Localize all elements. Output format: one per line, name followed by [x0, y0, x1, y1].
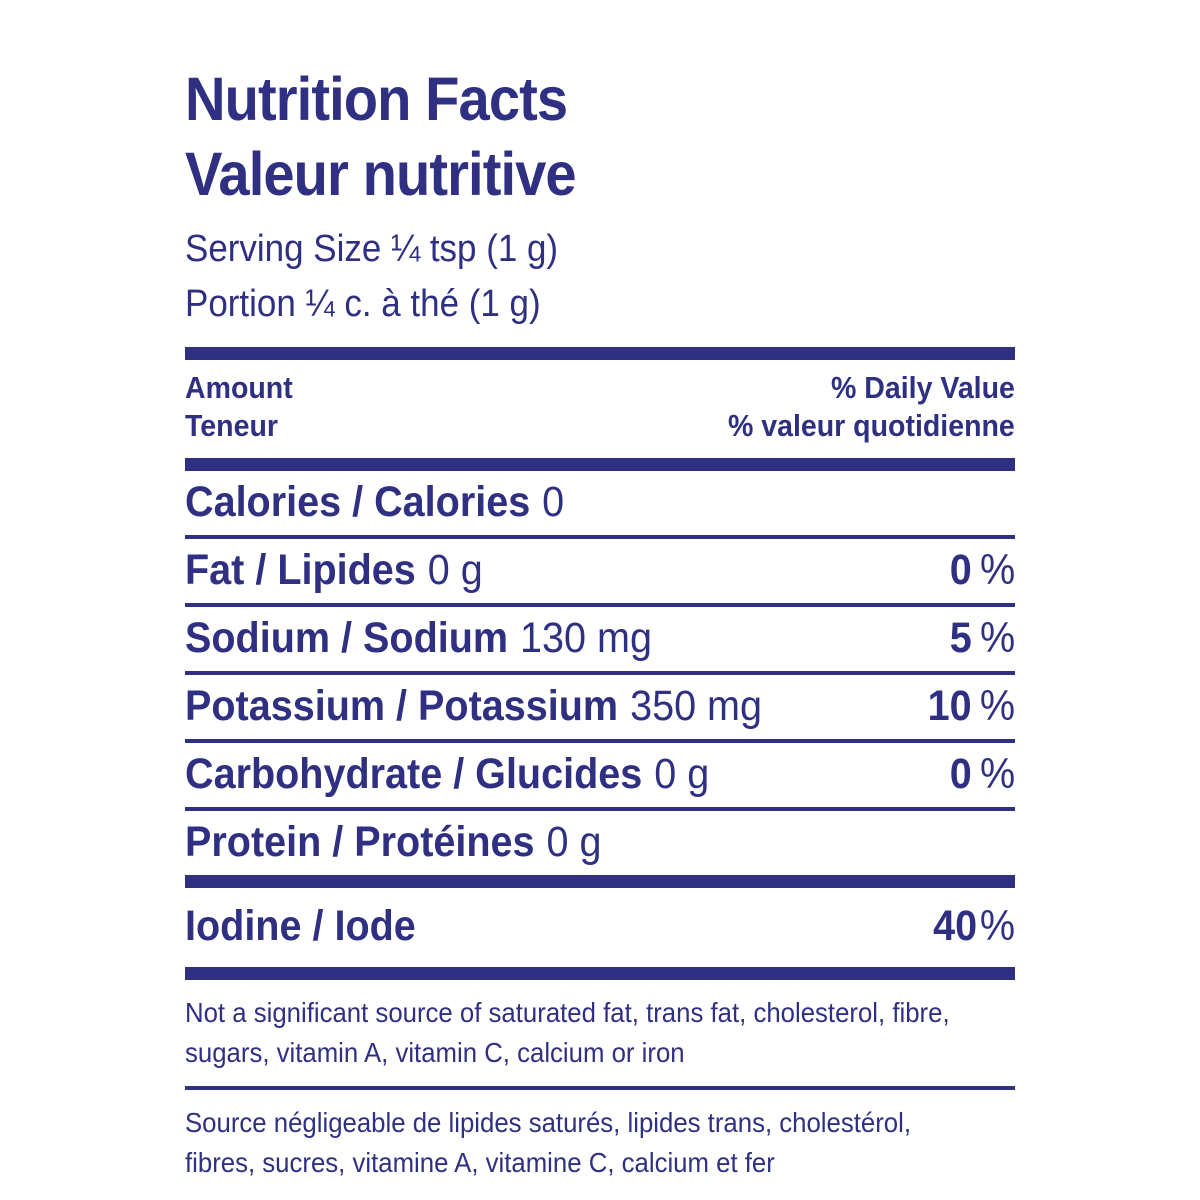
- footnote-english-line2: sugars, vitamin A, vitamin C, calcium or…: [185, 1037, 685, 1068]
- serving-size-block: Serving Size ¼ tsp (1 g) Portion ¼ c. à …: [185, 222, 1015, 332]
- carbohydrate-cell: Carbohydrate / Glucides 0 g: [185, 753, 709, 796]
- sodium-daily-value-number: 5: [949, 614, 972, 662]
- iodine-divider-bar: [185, 967, 1015, 980]
- row-divider: [185, 603, 1015, 607]
- sodium-daily-value: 5%: [950, 617, 1015, 660]
- footnote-divider: [185, 1086, 1015, 1090]
- nutrition-label: Nutrition Facts Valeur nutritive Serving…: [185, 62, 1015, 1196]
- potassium-daily-value-number: 10: [927, 682, 972, 730]
- fat-cell: Fat / Lipides 0 g: [185, 549, 483, 592]
- sodium-name: Sodium / Sodium: [185, 614, 509, 662]
- potassium-name: Potassium / Potassium: [185, 682, 619, 730]
- iodine-daily-value: 40%: [933, 905, 1015, 948]
- fat-daily-value-number: 0: [949, 546, 972, 594]
- daily-value-header: % Daily Value % valeur quotidienne: [703, 369, 1015, 445]
- protein-amount: 0 g: [546, 818, 602, 866]
- nutrient-row-iodine: Iodine / Iode 40%: [185, 888, 1015, 967]
- nutrient-row-sodium: Sodium / Sodium 130 mg 5%: [185, 607, 1015, 671]
- fat-daily-value: 0%: [950, 549, 1015, 592]
- daily-value-label-english: % Daily Value: [831, 370, 1015, 405]
- potassium-daily-value: 10%: [928, 685, 1015, 728]
- percent-sign: %: [979, 614, 1015, 662]
- title-french: Valeur nutritive: [185, 137, 1015, 212]
- serving-size-french-text: Portion ¼ c. à thé (1 g): [185, 283, 541, 325]
- percent-sign: %: [979, 546, 1015, 594]
- sodium-cell: Sodium / Sodium 130 mg: [185, 617, 652, 660]
- percent-sign: %: [979, 902, 1015, 950]
- potassium-cell: Potassium / Potassium 350 mg: [185, 685, 762, 728]
- footnote-english-line1: Not a significant source of saturated fa…: [185, 997, 950, 1028]
- footnote-french: Source négligeable de lipides saturés, l…: [185, 1103, 1015, 1183]
- protein-name: Protein / Protéines: [185, 818, 535, 866]
- nutrient-row-carbohydrate: Carbohydrate / Glucides 0 g 0%: [185, 743, 1015, 807]
- protein-cell: Protein / Protéines 0 g: [185, 821, 602, 864]
- serving-size-english: Serving Size ¼ tsp (1 g): [185, 222, 1015, 277]
- header-divider-bar: [185, 458, 1015, 471]
- title-french-text: Valeur nutritive: [185, 140, 577, 208]
- carbohydrate-name: Carbohydrate / Glucides: [185, 750, 643, 798]
- daily-value-label-french: % valeur quotidienne: [728, 408, 1015, 443]
- potassium-amount: 350 mg: [630, 682, 763, 730]
- iodine-cell: Iodine / Iode: [185, 905, 416, 948]
- carbohydrate-daily-value-number: 0: [949, 750, 972, 798]
- row-divider: [185, 807, 1015, 811]
- percent-sign: %: [979, 682, 1015, 730]
- amount-label-french: Teneur: [185, 408, 278, 443]
- fat-name: Fat / Lipides: [185, 546, 416, 594]
- column-header-row: Amount Teneur % Daily Value % valeur quo…: [185, 360, 1015, 458]
- nutrient-row-potassium: Potassium / Potassium 350 mg 10%: [185, 675, 1015, 739]
- title-english-text: Nutrition Facts: [185, 65, 568, 133]
- nutrient-row-protein: Protein / Protéines 0 g: [185, 811, 1015, 875]
- calories-cell: Calories / Calories 0: [185, 481, 564, 524]
- calories-name: Calories / Calories: [185, 478, 531, 526]
- percent-sign: %: [979, 750, 1015, 798]
- row-divider: [185, 739, 1015, 743]
- footnote-french-line1: Source négligeable de lipides saturés, l…: [185, 1107, 912, 1138]
- row-divider: [185, 671, 1015, 675]
- amount-header: Amount Teneur: [185, 369, 302, 445]
- top-divider-bar: [185, 347, 1015, 360]
- fat-amount: 0 g: [427, 546, 483, 594]
- carbohydrate-daily-value: 0%: [950, 753, 1015, 796]
- protein-divider-bar: [185, 875, 1015, 888]
- iodine-daily-value-number: 40: [933, 902, 978, 950]
- nutrient-row-fat: Fat / Lipides 0 g 0%: [185, 539, 1015, 603]
- serving-size-english-text: Serving Size ¼ tsp (1 g): [185, 228, 559, 270]
- title-english: Nutrition Facts: [185, 62, 1015, 137]
- row-divider: [185, 535, 1015, 539]
- iodine-name: Iodine / Iode: [185, 902, 416, 950]
- carbohydrate-amount: 0 g: [654, 750, 710, 798]
- amount-label-english: Amount: [185, 370, 293, 405]
- footnote-french-line2: fibres, sucres, vitamine A, vitamine C, …: [185, 1147, 775, 1178]
- nutrient-row-calories: Calories / Calories 0: [185, 471, 1015, 535]
- serving-size-french: Portion ¼ c. à thé (1 g): [185, 277, 1015, 332]
- calories-amount: 0: [542, 478, 565, 526]
- sodium-amount: 130 mg: [520, 614, 653, 662]
- footnote-english: Not a significant source of saturated fa…: [185, 993, 1015, 1073]
